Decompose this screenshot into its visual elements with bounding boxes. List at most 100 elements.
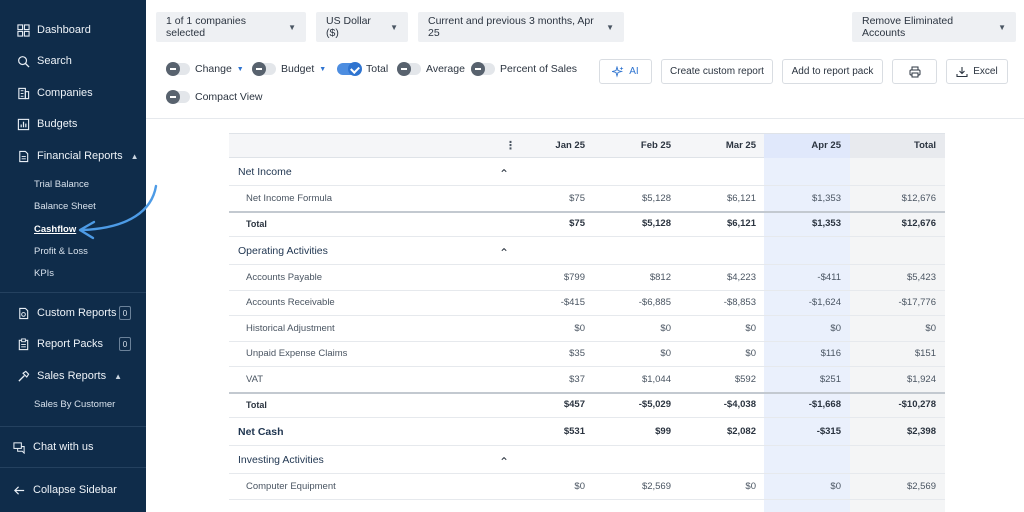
table-cell: $6,121 — [726, 218, 756, 230]
table-cell: -$6,885 — [638, 297, 671, 309]
sidebar-item-dashboard[interactable]: Dashboard — [0, 19, 146, 41]
sidebar-item-label: Search — [37, 55, 72, 67]
table-cell: -$315 — [816, 426, 841, 437]
toggle-budget[interactable]: Budget ▼ — [252, 62, 327, 76]
toggle-switch[interactable] — [471, 62, 495, 76]
print-button[interactable] — [892, 59, 937, 84]
add-to-report-pack-button[interactable]: Add to report pack — [782, 59, 883, 84]
caret-down-icon: ▼ — [606, 22, 614, 32]
column-header[interactable]: Apr 25 — [811, 140, 841, 151]
table-cell: $12,676 — [901, 218, 936, 230]
column-header[interactable]: Mar 25 — [725, 140, 756, 151]
collapse-chevron-icon[interactable]: ⌃ — [499, 166, 510, 181]
table-cell: -$1,624 — [808, 297, 841, 309]
sidebar-divider — [0, 292, 146, 293]
sidebar-item-custom-reports[interactable]: Custom Reports 0 — [0, 302, 146, 324]
download-icon — [956, 66, 968, 78]
toggle-switch[interactable] — [397, 62, 421, 76]
table-cell: $5,128 — [641, 192, 671, 204]
sidebar-subitem-sales-by-customer[interactable]: Sales By Customer — [34, 399, 116, 410]
toggle-label: Budget — [281, 63, 315, 75]
caret-down-icon[interactable]: ▼ — [236, 65, 244, 73]
table-cell: $0 — [660, 348, 671, 360]
column-header[interactable]: Jan 25 — [555, 140, 585, 151]
table-cell: $0 — [574, 480, 585, 492]
sidebar-subitem-cashflow[interactable]: Cashflow — [34, 224, 77, 235]
table-cell: $0 — [745, 322, 756, 334]
create-custom-report-button[interactable]: Create custom report — [661, 59, 773, 84]
table-cell: $37 — [569, 373, 585, 385]
companies-dropdown-value: 1 of 1 companies selected — [166, 15, 246, 39]
sidebar-item-financial-reports[interactable]: Financial Reports ▲ — [0, 145, 146, 167]
period-dropdown[interactable]: Current and previous 3 months, Apr 25 ▼ — [418, 12, 624, 42]
section-row[interactable]: Operating Activities ⌃ — [229, 237, 945, 265]
toggle-label: Compact View — [195, 91, 263, 103]
column-header[interactable]: Total — [914, 140, 936, 151]
sidebar-item-companies[interactable]: Companies — [0, 82, 146, 104]
toggle-total[interactable]: Total — [337, 62, 388, 76]
companies-dropdown[interactable]: 1 of 1 companies selected ▼ — [156, 12, 306, 42]
caret-down-icon: ▼ — [288, 22, 296, 32]
sidebar-item-label: Report Packs — [37, 338, 104, 350]
toggle-average[interactable]: Average — [397, 62, 465, 76]
sidebar-subitem-balance-sheet[interactable]: Balance Sheet — [34, 201, 96, 212]
sidebar-item-report-packs[interactable]: Report Packs 0 — [0, 333, 146, 355]
table-cell: $0 — [830, 322, 841, 334]
sidebar-subitem-trial-balance[interactable]: Trial Balance — [34, 179, 90, 190]
column-options-icon[interactable]: ⋮ — [505, 140, 516, 152]
table-cell: $592 — [734, 373, 756, 385]
table-cell: $457 — [563, 399, 585, 411]
toggle-switch[interactable] — [166, 90, 190, 104]
table-row: Net Income Formula $75 $5,128 $6,121 $1,353 $… — [229, 186, 945, 212]
toggle-switch[interactable] — [337, 62, 362, 76]
toggle-switch[interactable] — [166, 62, 190, 76]
caret-down-icon[interactable]: ▼ — [319, 65, 327, 73]
toggle-change[interactable]: Change ▼ — [166, 62, 244, 76]
collapse-chevron-icon[interactable]: ⌃ — [499, 245, 510, 260]
sidebar-subitem-profit-loss[interactable]: Profit & Loss — [34, 246, 88, 257]
table-cell: $1,044 — [641, 373, 671, 385]
add-to-report-pack-label: Add to report pack — [791, 66, 874, 77]
row-label: Accounts Payable — [246, 271, 323, 283]
chart-icon — [16, 117, 30, 131]
table-row: Historical Adjustment $0 $0 $0 $0 $0 — [229, 316, 945, 342]
current-month-column-highlight — [764, 133, 850, 512]
period-dropdown-value: Current and previous 3 months, Apr 25 — [428, 15, 594, 39]
total-row: Total $457 -$5,029 -$4,038 -$1,668 -$10,278 — [229, 391, 945, 418]
collapse-sidebar-button[interactable]: Collapse Sidebar — [0, 479, 146, 501]
row-label: Total — [246, 399, 267, 410]
collapse-chevron-icon[interactable]: ⌃ — [499, 454, 510, 469]
table-cell: $2,398 — [906, 426, 936, 437]
ai-button[interactable]: AI — [599, 59, 652, 84]
sidebar-item-search[interactable]: Search — [0, 50, 146, 72]
column-header[interactable]: Feb 25 — [640, 140, 671, 151]
dashboard-icon — [16, 23, 30, 37]
table-cell: $531 — [563, 426, 585, 437]
toggle-percent-of-sales[interactable]: Percent of Sales — [471, 62, 577, 76]
toggle-compact-view[interactable]: Compact View — [166, 90, 263, 104]
caret-down-icon: ▼ — [390, 22, 398, 32]
sidebar-item-budgets[interactable]: Budgets — [0, 113, 146, 135]
currency-dropdown[interactable]: US Dollar ($) ▼ — [316, 12, 408, 42]
sidebar-subitem-kpis[interactable]: KPIs — [34, 268, 55, 279]
chat-with-us-button[interactable]: Chat with us — [0, 436, 146, 458]
sidebar-item-sales-reports[interactable]: Sales Reports ▲ — [0, 365, 146, 387]
section-row[interactable]: Net Income ⌃ — [229, 158, 945, 186]
row-label: Net Income Formula — [246, 192, 333, 204]
table-cell: $99 — [655, 426, 671, 437]
row-label: Total — [246, 218, 267, 229]
eliminated-accounts-dropdown[interactable]: Remove Eliminated Accounts ▼ — [852, 12, 1016, 42]
table-cell: $12,676 — [901, 192, 936, 204]
currency-dropdown-value: US Dollar ($) — [326, 15, 371, 39]
sidebar-item-label: Dashboard — [37, 24, 91, 36]
caret-down-icon: ▼ — [998, 22, 1006, 32]
excel-button[interactable]: Excel — [946, 59, 1008, 84]
section-row[interactable]: Investing Activities ⌃ — [229, 446, 945, 474]
table-row: Computer Equipment $0 $2,569 $0 $0 $2,569 — [229, 474, 945, 500]
toggle-switch[interactable] — [252, 62, 276, 76]
excel-label: Excel — [973, 66, 998, 77]
table-cell: $2,569 — [906, 480, 936, 492]
printer-icon — [909, 66, 921, 78]
table-cell: $5,423 — [906, 271, 936, 283]
table-cell: $4,223 — [726, 271, 756, 283]
